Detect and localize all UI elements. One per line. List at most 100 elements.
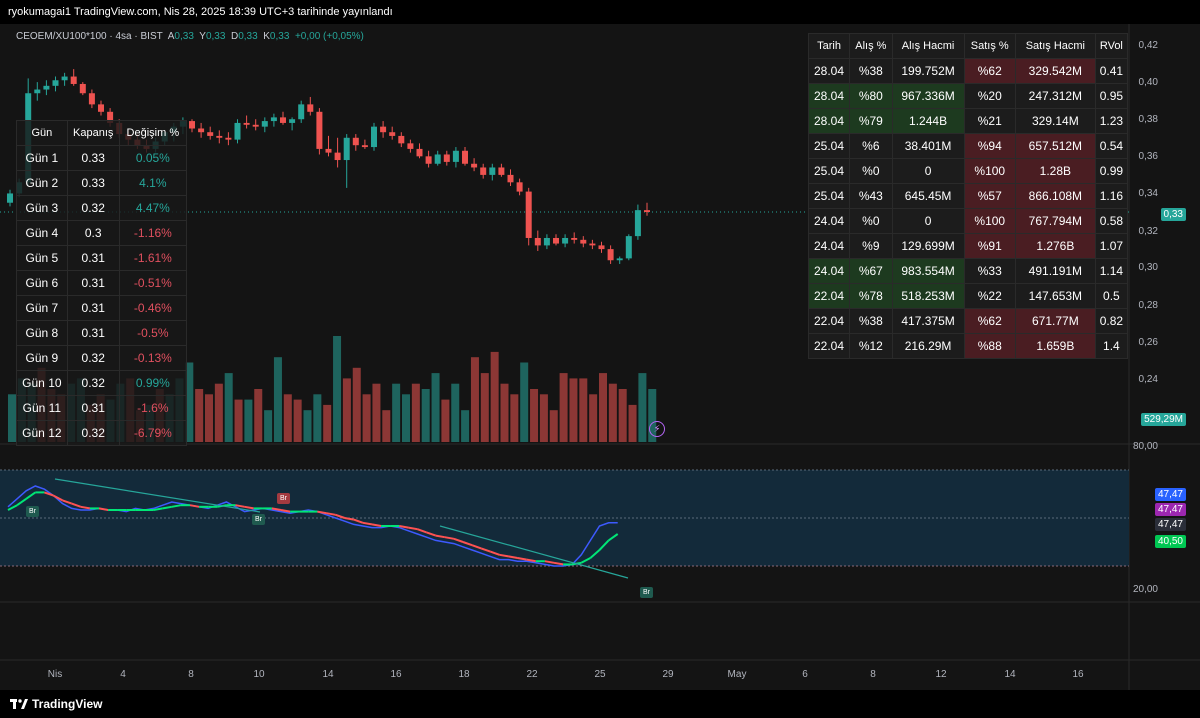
col-sell-vol: Satış Hacmi [1014, 33, 1096, 59]
time-label: 8 [188, 669, 194, 680]
rsi-ma-segment [399, 525, 409, 529]
rsi-ma-segment [25, 491, 36, 500]
candle-body [425, 156, 432, 164]
candle-body [407, 143, 414, 149]
table-row: 22.04 %38 417.375M %62 671.77M 0.82 [807, 308, 1129, 334]
volume-bar [559, 373, 568, 442]
date-cell: 25.04 [807, 158, 851, 184]
bull-marker[interactable]: Br [640, 587, 653, 598]
candle-body [70, 76, 77, 84]
table-row: Gün 5 0.31 -1.61% [16, 245, 188, 271]
candle-body [480, 167, 487, 175]
rsi-oscillator [7, 478, 629, 579]
date-cell: 28.04 [807, 83, 851, 109]
ohlc-low-label: D [230, 31, 239, 42]
bear-marker[interactable]: Br [277, 493, 290, 504]
footer: TradingView [0, 690, 1200, 718]
footer-brand: TradingView [32, 697, 103, 711]
volume-bar [303, 410, 312, 442]
rsi-ma-segment [7, 504, 18, 511]
date-cell: 24.04 [807, 208, 851, 234]
sell-pct-cell: %94 [963, 133, 1016, 159]
sell-pct-cell: %91 [963, 233, 1016, 259]
buy-pct-cell: %38 [849, 58, 893, 84]
sell-vol-cell: 1.276B [1014, 233, 1096, 259]
rsi-ma-segment [344, 517, 354, 521]
volume-bar [589, 394, 598, 442]
rvol-cell: 0.54 [1094, 133, 1129, 159]
candle-body [589, 243, 596, 246]
symbol-bar[interactable]: CEOEM/XU100*100 · 4sa · BIST A0,33 Y0,33… [16, 31, 364, 42]
volume-bar [648, 389, 657, 442]
rsi-ma-segment [244, 505, 254, 510]
table-row: Gün 1 0.33 0.05% [16, 145, 188, 171]
rsi-ma-segment [435, 534, 445, 539]
price-label: 0,36 [1138, 151, 1158, 162]
buy-pct-cell: %67 [849, 258, 893, 284]
table-row: 28.04 %79 1.244B %21 329.14M 1.23 [807, 108, 1129, 134]
rvol-cell: 1.23 [1094, 108, 1129, 134]
buy-vol-cell: 983.554M [891, 258, 965, 284]
rsi-ma-segment [189, 504, 200, 508]
current-price-tag: 0,33 [1160, 208, 1186, 221]
rsi-ma-segment [408, 526, 418, 531]
close-cell: 0.3 [66, 220, 120, 246]
volume-bar [342, 378, 351, 442]
change-cell: 0.05% [118, 145, 188, 171]
rsi-ma-segment [608, 533, 619, 542]
change-cell: -0.46% [118, 295, 188, 321]
ohlc-high: 0,33 [205, 31, 226, 42]
close-cell: 0.33 [66, 170, 120, 196]
candle-body [334, 152, 341, 161]
time-label: 8 [870, 669, 876, 680]
volume-tag: 529,29M [1141, 413, 1186, 426]
candle-body [352, 137, 359, 146]
candle-body [489, 167, 496, 175]
price-label: 0,38 [1138, 114, 1158, 125]
time-label: 18 [458, 669, 470, 680]
bull-marker[interactable]: Br [26, 506, 39, 517]
candle-body [225, 137, 232, 140]
candle-body [361, 145, 368, 148]
table-row: Gün 6 0.31 -0.51% [16, 270, 188, 296]
sell-vol-cell: 657.512M [1014, 133, 1096, 159]
date-cell: 28.04 [807, 58, 851, 84]
rsi-ma-segment [62, 499, 73, 505]
close-cell: 0.31 [66, 395, 120, 421]
sell-pct-cell: %20 [963, 83, 1016, 109]
table-row: 28.04 %80 967.336M %20 247.312M 0.95 [807, 83, 1129, 109]
candle-body [534, 237, 541, 246]
volume-bar [224, 373, 233, 442]
buy-pct-cell: %43 [849, 183, 893, 209]
candle-body [98, 104, 104, 112]
close-cell: 0.31 [66, 295, 120, 321]
volume-bar [411, 383, 420, 442]
buy-vol-cell: 216.29M [891, 333, 965, 359]
table-row: Gün 2 0.33 4.1% [16, 170, 188, 196]
rsi-ma-segment [462, 541, 473, 547]
close-cell: 0.33 [66, 145, 120, 171]
volume-bar [569, 378, 578, 442]
rsi-ma-segment [453, 537, 464, 543]
candle-body [216, 135, 223, 138]
rsi-ma-segment [444, 536, 455, 540]
candle-body [434, 154, 441, 164]
date-cell: 22.04 [807, 308, 851, 334]
buy-vol-cell: 1.244B [891, 108, 965, 134]
rvol-cell: 1.16 [1094, 183, 1129, 209]
time-label: 16 [390, 669, 402, 680]
lightning-icon[interactable]: ⚡ [649, 421, 665, 437]
date-cell: 22.04 [807, 283, 851, 309]
candle-body [198, 128, 205, 133]
candle-body [280, 117, 286, 123]
table-row: Gün 3 0.32 4.47% [16, 195, 188, 221]
candle-body [343, 137, 350, 161]
time-label: 10 [253, 669, 265, 680]
volume-bar [599, 373, 607, 442]
time-label: 25 [594, 669, 606, 680]
rsi-ma-segment [489, 550, 500, 556]
bull-marker[interactable]: Br [252, 514, 265, 525]
volume-bar [205, 394, 213, 442]
volume-bar [451, 383, 460, 442]
